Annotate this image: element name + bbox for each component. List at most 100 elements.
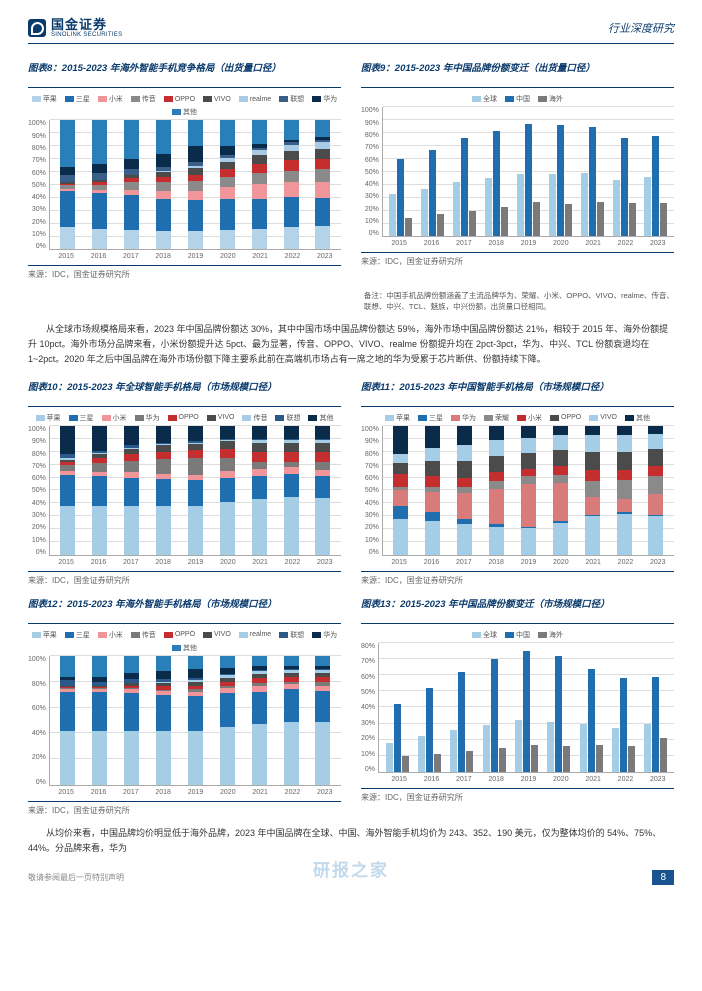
x-tick: 2022 [285, 253, 301, 260]
bar-segment [220, 120, 235, 146]
x-axis: 201520162017201820192020202120222023 [361, 776, 674, 783]
bar-column [156, 120, 171, 249]
legend: 全球中国海外 [361, 630, 674, 640]
bar-segment [220, 441, 235, 449]
bar [612, 728, 619, 772]
bar-segment [648, 516, 663, 555]
bars [50, 656, 341, 785]
bar-segment [284, 151, 299, 160]
bar-segment [156, 231, 171, 249]
x-tick: 2016 [424, 776, 440, 783]
bar-segment [648, 449, 663, 466]
bar-segment [553, 435, 568, 450]
bar-segment [156, 154, 171, 167]
legend-label: 全球 [483, 94, 497, 104]
bar [429, 150, 436, 236]
legend-item: 海外 [538, 94, 563, 104]
y-tick: 100% [28, 656, 46, 663]
bar-group [549, 107, 572, 236]
y-tick: 20% [32, 754, 46, 761]
bar-segment [617, 452, 632, 470]
x-tick: 2015 [58, 253, 74, 260]
bar-segment [315, 198, 330, 226]
bar-segment [585, 426, 600, 435]
legend-item: 传音 [242, 413, 267, 423]
y-tick: 100% [28, 426, 46, 433]
legend-swatch [69, 415, 78, 421]
x-tick: 2023 [317, 559, 333, 566]
legend-item: 中国 [505, 94, 530, 104]
x-tick: 2017 [456, 240, 472, 247]
bar-segment [315, 476, 330, 498]
x-tick: 2023 [317, 789, 333, 796]
bar-segment [124, 195, 139, 230]
x-axis: 201520162017201820192020202120222023 [361, 559, 674, 566]
chart-source: 来源：IDC，国金证券研究所 [361, 252, 674, 267]
page: 国金证券 SINOLINK SECURITIES 行业深度研究 图表8：2015… [0, 0, 702, 905]
legend-label: OPPO [175, 96, 195, 103]
bar-segment [156, 656, 171, 671]
legend-swatch [32, 96, 41, 102]
bar-segment [315, 656, 330, 666]
legend-swatch [625, 415, 634, 421]
bar-segment [553, 426, 568, 435]
logo-cn: 国金证券 [51, 18, 122, 32]
legend-item: 海外 [538, 630, 563, 640]
bar-segment [252, 656, 267, 666]
legend-label: 联想 [286, 413, 300, 423]
bars [383, 107, 674, 236]
y-tick: 0% [369, 549, 379, 556]
legend-swatch [239, 96, 248, 102]
x-tick: 2015 [58, 559, 74, 566]
bar-segment [553, 466, 568, 475]
bar [397, 159, 404, 236]
bar-segment [521, 476, 536, 484]
bar-segment [425, 492, 440, 513]
bar-segment [315, 159, 330, 169]
legend-item: 三星 [69, 413, 94, 423]
bars [383, 426, 674, 555]
bar-segment [124, 478, 139, 506]
bar-segment [648, 426, 663, 434]
bar-segment [315, 426, 330, 439]
bar [621, 138, 628, 236]
bar-segment [489, 426, 504, 440]
bar-column [393, 426, 408, 555]
bar-segment [553, 450, 568, 465]
bar-segment [457, 461, 472, 478]
bar-segment [124, 731, 139, 785]
legend-label: 华为 [323, 630, 337, 640]
bar-segment [585, 516, 600, 555]
x-tick: 2015 [391, 240, 407, 247]
bar [434, 754, 441, 772]
bar [660, 738, 667, 772]
y-tick: 40% [365, 500, 379, 507]
y-axis: 100%90%80%70%60%50%40%30%20%10%0% [28, 426, 49, 556]
bar-segment [124, 461, 139, 473]
x-tick: 2019 [521, 559, 537, 566]
bar-segment [284, 197, 299, 228]
bar [596, 745, 603, 772]
bar-segment [60, 475, 75, 506]
bar-segment [315, 498, 330, 555]
bar-segment [124, 656, 139, 673]
legend-swatch [131, 632, 140, 638]
x-tick: 2016 [91, 253, 107, 260]
bar [644, 724, 651, 772]
bar [426, 688, 433, 772]
header: 国金证券 SINOLINK SECURITIES 行业深度研究 [28, 18, 674, 39]
y-tick: 100% [28, 120, 46, 127]
x-tick: 2018 [155, 559, 171, 566]
legend-label: 三星 [80, 413, 94, 423]
legend-label: VIVO [600, 414, 617, 421]
y-tick: 70% [32, 463, 46, 470]
bar-segment [220, 426, 235, 439]
legend-label: 华为 [146, 413, 160, 423]
bar-segment [92, 120, 107, 164]
bar-segment [60, 731, 75, 785]
row-3: 图表12：2015-2023 年海外智能手机格局（市场规模口径）苹果三星小米传音… [28, 596, 674, 816]
legend-label: 传音 [142, 630, 156, 640]
bar-segment [92, 463, 107, 472]
chart-10: 图表10：2015-2023 年全球智能手机格局（市场规模口径）苹果三星小米华为… [28, 379, 341, 586]
paragraph-2: 从均价来看，中国品牌均价明显低于海外品牌，2023 年中国品牌在全球、中国、海外… [28, 826, 674, 856]
